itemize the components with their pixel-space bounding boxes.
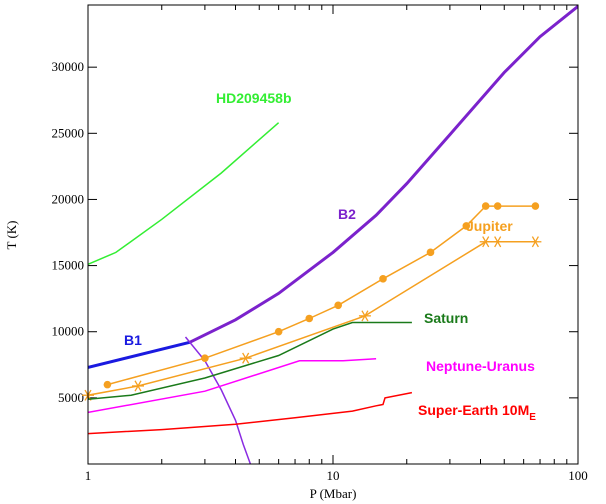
series-line <box>88 321 412 400</box>
series-label: B1 <box>124 332 142 348</box>
series-label-text: Saturn <box>424 310 468 326</box>
marker <box>529 236 542 248</box>
y-axis-label: T (K) <box>4 220 19 249</box>
y-tick-label: 15000 <box>52 258 85 273</box>
marker-stroke <box>134 380 142 392</box>
series-label-text: B1 <box>124 332 142 348</box>
series-line <box>88 122 280 265</box>
x-tick-label: 10 <box>327 468 340 483</box>
y-tick-label: 5000 <box>58 390 84 405</box>
series-label: Jupiter <box>466 218 513 234</box>
marker <box>426 248 435 257</box>
series-line <box>88 391 413 435</box>
marker <box>462 222 471 230</box>
x-axis-label: P (Mbar) <box>310 486 357 501</box>
series-line <box>88 340 191 369</box>
marker <box>481 202 490 210</box>
plot-frame <box>87 4 579 465</box>
marker <box>334 301 342 310</box>
series-label: Neptune-Uranus <box>426 358 535 374</box>
marker <box>239 352 252 364</box>
series-label-text: HD209458b <box>216 90 292 106</box>
marker <box>305 314 314 323</box>
series-label-text: Super-Earth 10M <box>418 402 529 418</box>
marker-stroke <box>482 236 490 248</box>
x-tick-label: 100 <box>568 468 588 483</box>
marker <box>103 380 112 389</box>
series-line <box>88 358 377 414</box>
marker <box>201 354 209 362</box>
marker-stroke <box>494 236 502 248</box>
marker-stroke <box>361 310 369 322</box>
y-tick-label: 10000 <box>52 324 85 339</box>
series-label-text: Neptune-Uranus <box>426 358 535 374</box>
marker <box>358 310 371 322</box>
marker-stroke <box>242 352 250 364</box>
series-label: HD209458b <box>216 90 292 106</box>
series-label-sub: E <box>529 412 536 423</box>
marker <box>379 275 387 283</box>
series-line <box>184 336 252 464</box>
series-label: Super-Earth 10ME <box>418 402 536 423</box>
series-label: Saturn <box>424 310 468 326</box>
series-label-text: B2 <box>338 206 356 222</box>
marker <box>274 327 283 336</box>
y-tick-label: 30000 <box>52 59 85 74</box>
marker <box>491 236 504 248</box>
series-label-text: Jupiter <box>466 218 513 234</box>
marker <box>132 380 145 392</box>
marker-stroke <box>531 236 539 248</box>
marker <box>493 202 502 210</box>
marker <box>479 236 492 248</box>
y-tick-label: 25000 <box>52 125 85 140</box>
x-tick-label: 1 <box>85 468 92 483</box>
marker <box>531 202 540 210</box>
series-label: B2 <box>338 206 356 222</box>
series-line <box>189 5 578 344</box>
y-tick-label: 20000 <box>52 191 85 206</box>
